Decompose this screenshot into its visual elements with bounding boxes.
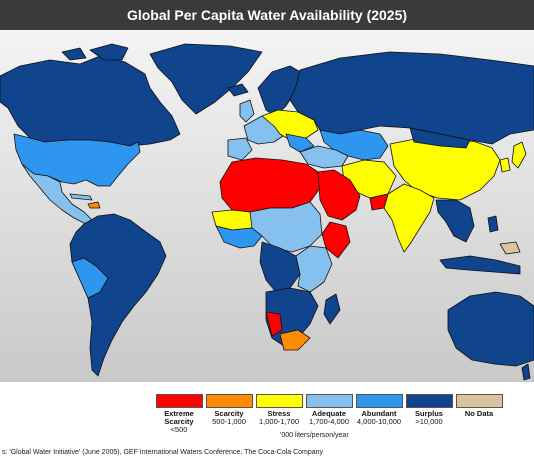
- region-uk: [239, 99, 255, 123]
- region-australia: [447, 291, 534, 367]
- legend-item-surplus: Surplus >10,000: [405, 394, 453, 426]
- region-southeast-asia: [435, 199, 475, 243]
- legend-range: 4,000-10,000: [356, 417, 402, 426]
- legend-swatch: [405, 394, 453, 408]
- region-andes: [71, 257, 109, 299]
- legend-swatch: [205, 394, 253, 408]
- region-namibia: [265, 311, 283, 337]
- legend: Extreme Scarcity <500 Scarcity 500-1,000 Stre…: [155, 394, 503, 440]
- region-east-africa: [295, 245, 333, 293]
- legend-swatch: [455, 394, 503, 408]
- legend-range: 500-1,000: [212, 417, 246, 426]
- region-eastern-europe: [261, 109, 319, 141]
- legend-item-abundant: Abundant 4,000-10,000: [355, 394, 403, 426]
- legend-label-line2: Scarcity: [164, 417, 194, 426]
- legend-label: No Data: [464, 409, 494, 418]
- region-korea: [499, 157, 511, 173]
- region-arctic-islands: [89, 43, 129, 61]
- region-new-zealand: [521, 363, 531, 381]
- region-greenland: [149, 43, 263, 115]
- legend-range: <500: [170, 425, 188, 434]
- map-title: Global Per Capita Water Availability (20…: [126, 7, 408, 23]
- legend-label: Extreme: [164, 409, 194, 418]
- region-indonesia: [439, 255, 521, 275]
- region-madagascar: [323, 293, 341, 325]
- region-india: [383, 183, 435, 253]
- legend-label: Adequate: [311, 409, 347, 418]
- region-caribbean: [87, 201, 101, 209]
- region-japan: [511, 141, 527, 169]
- legend-item-adequate: Adequate 1,700-4,000: [305, 394, 353, 426]
- world-map: [0, 30, 534, 382]
- region-mongolia: [409, 127, 471, 149]
- legend-label: Surplus: [415, 409, 443, 418]
- region-cuba: [69, 193, 93, 201]
- legend-item-stress: Stress 1,000-1,700: [255, 394, 303, 426]
- region-papua: [499, 241, 521, 255]
- legend-item-extreme-scarcity: Extreme Scarcity <500: [155, 394, 203, 434]
- legend-label: Abundant: [361, 409, 397, 418]
- legend-item-no-data: No Data: [455, 394, 503, 418]
- legend-swatch: [255, 394, 303, 408]
- legend-swatch: [305, 394, 353, 408]
- region-iceland: [227, 83, 249, 97]
- legend-label: Scarcity: [214, 409, 244, 418]
- region-turkey: [299, 145, 349, 169]
- legend-range: 1,700-4,000: [308, 417, 350, 426]
- region-west-africa: [215, 225, 263, 249]
- region-balkans: [285, 133, 315, 153]
- legend-label: Stress: [267, 409, 291, 418]
- legend-item-scarcity: Scarcity 500-1,000: [205, 394, 253, 426]
- legend-range: >10,000: [415, 417, 443, 426]
- region-philippines: [487, 215, 499, 233]
- region-central-asia: [319, 129, 389, 161]
- region-arctic-islands-2: [61, 47, 87, 61]
- region-iberia: [227, 137, 253, 161]
- legend-range: 1,000-1,700: [258, 417, 300, 426]
- region-pakistan: [369, 193, 389, 211]
- title-bar: Global Per Capita Water Availability (20…: [0, 0, 534, 30]
- region-south-africa: [279, 329, 311, 351]
- region-arabia: [317, 169, 361, 221]
- source-note: s: 'Global Water Initiative' (June 2005)…: [2, 449, 324, 456]
- legend-swatch: [355, 394, 403, 408]
- legend-swatch: [155, 394, 203, 408]
- world-map-svg: [0, 30, 534, 382]
- region-north-america-north: [0, 55, 181, 147]
- units-label: '000 liters/person/year: [280, 432, 349, 439]
